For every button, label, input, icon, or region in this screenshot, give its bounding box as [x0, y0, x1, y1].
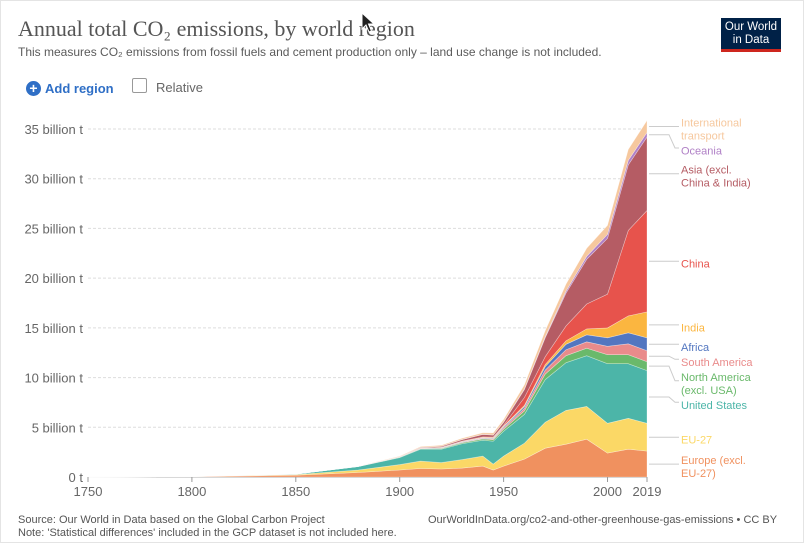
add-region-label: Add region [45, 80, 114, 96]
legend-label[interactable]: Europe (excl. EU-27) [681, 455, 746, 480]
y-tick-label: 5 billion t [32, 420, 84, 435]
dataset-note: Note: 'Statistical differences' included… [18, 527, 397, 539]
source-note: Source: Our World in Data based on the G… [18, 514, 325, 526]
source-url-link[interactable]: OurWorldInData.org/co2-and-other-greenho… [428, 514, 778, 526]
logo-line-1: Our World [724, 21, 778, 33]
series-area[interactable] [87, 347, 648, 478]
series-area[interactable] [87, 332, 648, 478]
y-tick-label: 30 billion t [24, 172, 83, 187]
x-tick-label: 1750 [74, 484, 103, 499]
legend-label[interactable]: India [681, 322, 706, 334]
legend-label[interactable]: EU-27 [681, 435, 712, 447]
legend-label[interactable]: United States [681, 400, 748, 412]
add-region-button[interactable]: + Add region [26, 79, 114, 97]
owid-logo[interactable]: Our World in Data [721, 18, 781, 52]
legend-connector [649, 365, 679, 382]
legend-label[interactable]: North America (excl. USA) [681, 372, 752, 397]
legend-label[interactable]: Oceania [681, 146, 723, 158]
series-area[interactable] [87, 311, 648, 478]
legend-label[interactable]: Asia (excl. China & India) [681, 165, 751, 190]
y-tick-label: 10 billion t [24, 371, 83, 386]
y-tick-label: 35 billion t [24, 122, 83, 137]
legend-label[interactable]: Africa [681, 342, 710, 354]
x-tick-label: 1800 [177, 484, 206, 499]
plus-circle-icon: + [26, 80, 41, 96]
legend-connector [649, 396, 679, 403]
legend-label[interactable]: China [681, 259, 711, 271]
legend-label[interactable]: International transport [681, 118, 742, 143]
x-tick-label: 2000 [593, 484, 622, 499]
legend-connector [649, 134, 679, 149]
series-area[interactable] [87, 136, 648, 478]
y-tick-label: 15 billion t [24, 321, 83, 336]
chart-title: Annual total CO₂ emissions, by world reg… [18, 16, 415, 41]
x-tick-label: 1900 [385, 484, 414, 499]
mouse-cursor-icon [361, 12, 375, 33]
relative-toggle[interactable]: Relative [132, 76, 203, 95]
x-tick-label: 1950 [489, 484, 518, 499]
logo-line-2: in Data [732, 34, 770, 46]
x-tick-label: 2019 [633, 484, 662, 499]
y-tick-label: 20 billion t [24, 271, 83, 286]
x-tick-label: 1850 [281, 484, 310, 499]
series-area[interactable] [87, 209, 648, 478]
chart-subtitle: This measures CO₂ emissions from fossil … [18, 45, 602, 59]
relative-label: Relative [156, 80, 203, 95]
relative-checkbox[interactable] [132, 78, 147, 93]
legend-label[interactable]: South America [681, 357, 753, 369]
legend-connector [649, 355, 679, 360]
y-tick-label: 25 billion t [24, 221, 83, 236]
series-area[interactable] [87, 119, 648, 478]
y-tick-label: 0 t [69, 470, 84, 485]
